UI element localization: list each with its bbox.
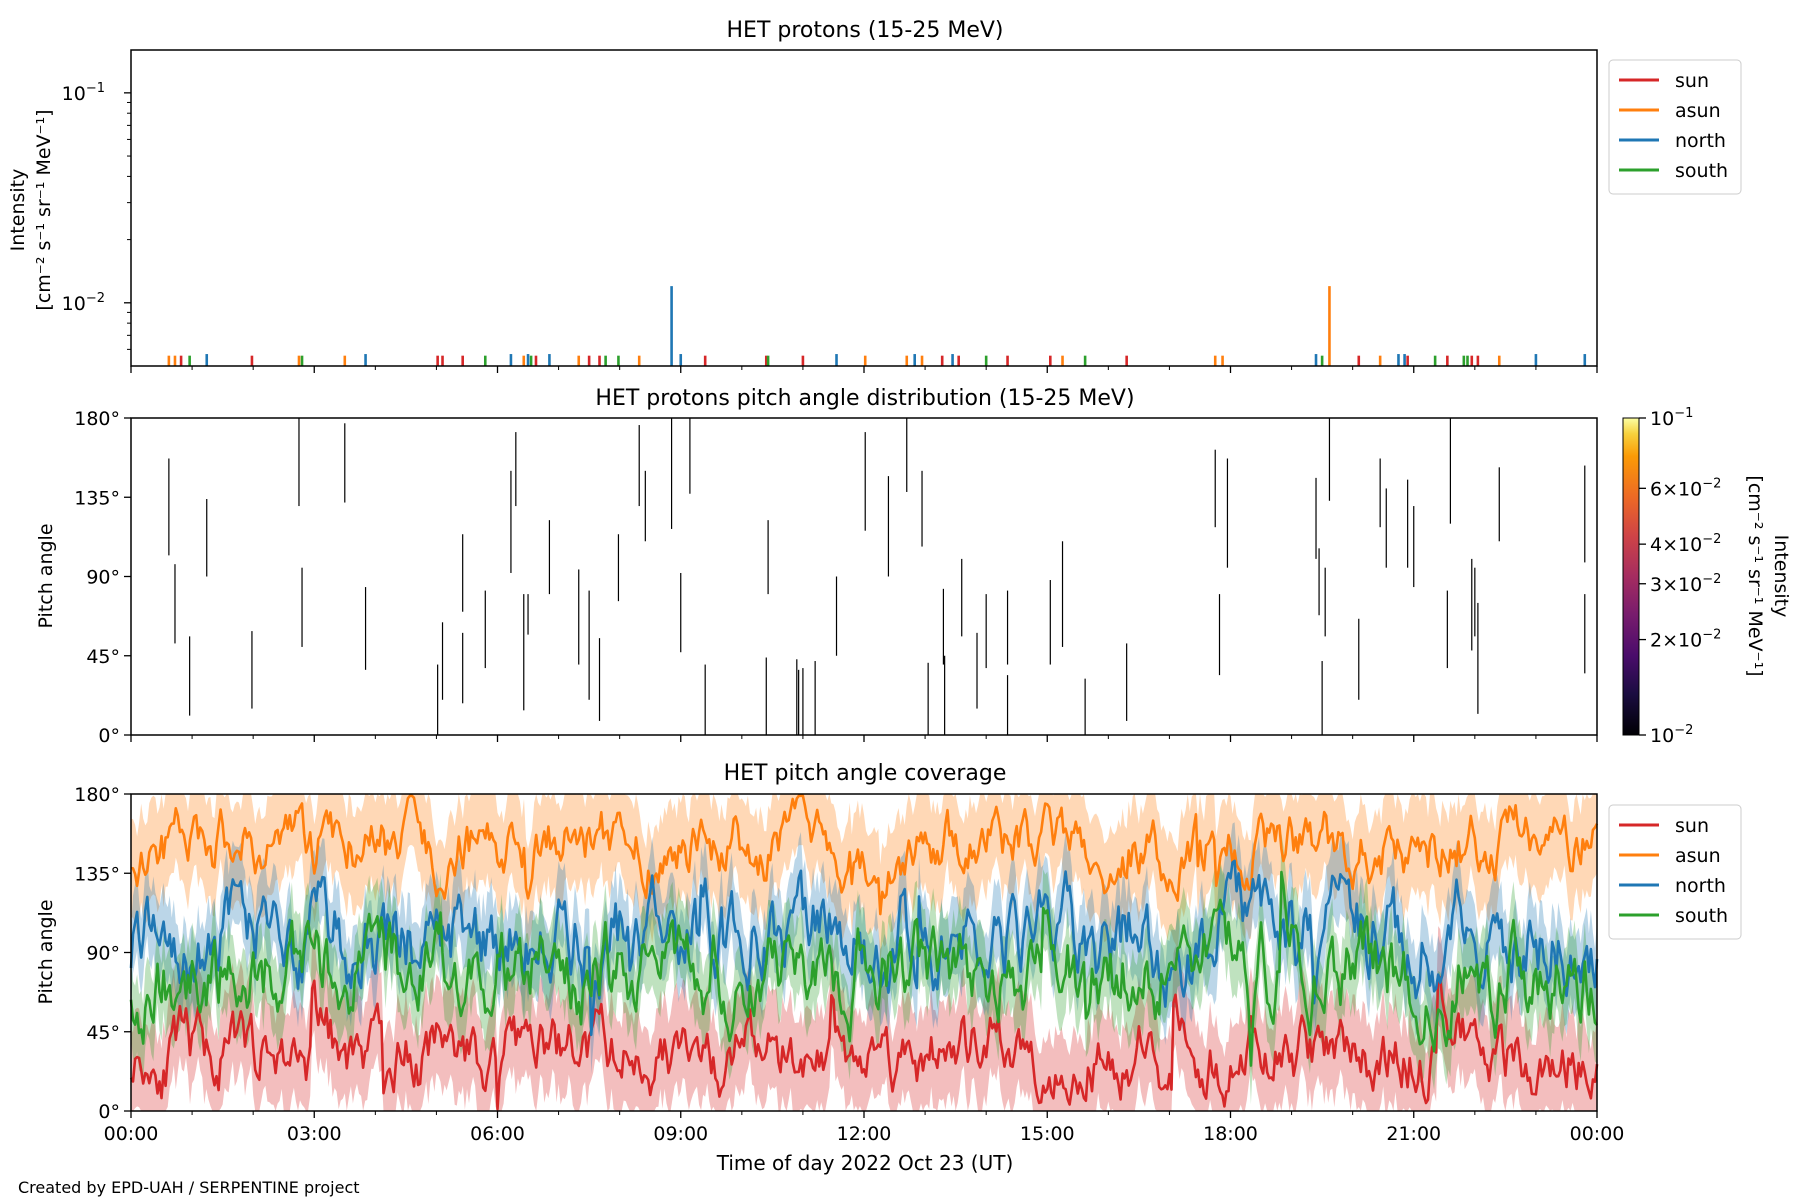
y-tick-label: 135° [74, 487, 120, 509]
panel2-yticks: 0° 45° 90° 135° 180° [74, 408, 131, 747]
colorbar-tick-label: 10−2 [1650, 723, 1693, 747]
panel2-xticks [130, 735, 1598, 742]
legend-label-south: south [1675, 905, 1728, 927]
coverage-line-south [129, 870, 1598, 1067]
panel3-title: HET pitch angle coverage [724, 761, 1007, 786]
panel-pitch-coverage: HET pitch angle coverage Pitch angle 0° 4… [35, 761, 1742, 1145]
legend-frame [1608, 804, 1742, 940]
panel3-xticks: 00:00 03:00 06:00 09:00 12:00 15:00 18:00 21:00… [104, 1111, 1625, 1145]
colorbar-tick-label: 3×10−2 [1650, 572, 1721, 596]
coverage-line-asun [130, 794, 1599, 916]
panel3-legend: sun asun north south [1608, 804, 1742, 940]
legend-label-sun: sun [1675, 70, 1709, 92]
coverage-band-sun [131, 926, 1597, 1111]
colorbar-tick-label: 2×10−2 [1650, 628, 1721, 652]
coverage-line-north [129, 859, 1599, 1037]
y-tick-label: 90° [86, 567, 120, 589]
colorbar-tick-label: 10−1 [1650, 406, 1693, 430]
y-tick-label: 10−1 [62, 81, 105, 105]
y-tick-label: 10−2 [62, 291, 105, 315]
legend-label-sun: sun [1675, 815, 1709, 837]
panel1-title: HET protons (15-25 MeV) [727, 18, 1004, 43]
panel1-legend: sun asun north south [1608, 59, 1742, 195]
panel1-ylabel-line2: [cm⁻² s⁻¹ sr⁻¹ MeV⁻¹] [33, 109, 55, 310]
legend-label-asun: asun [1675, 100, 1721, 122]
coverage-band-south [131, 833, 1597, 1105]
panel1-frame [130, 49, 1598, 367]
credit-text: Created by EPD-UAH / SERPENTINE project [18, 1178, 360, 1197]
x-axis-label: Time of day 2022 Oct 23 (UT) [716, 1151, 1014, 1175]
panel3-ylabel: Pitch angle [35, 899, 57, 1004]
panel3-yticks: 0° 45° 90° 135° 180° [74, 784, 131, 1123]
y-tick-label: 0° [98, 1101, 120, 1123]
colorbar-tick-label: 4×10−2 [1650, 532, 1721, 556]
y-tick-label: 180° [74, 784, 120, 806]
coverage-line-sun [129, 974, 1599, 1111]
panel-intensity: HET protons (15-25 MeV) Intensity [cm⁻² … [7, 18, 1742, 373]
y-tick-label: 135° [74, 863, 120, 885]
legend-label-north: north [1675, 130, 1726, 152]
x-tick-label: 03:00 [287, 1123, 342, 1145]
legend-label-asun: asun [1675, 845, 1721, 867]
colorbar-label-line1: Intensity [1770, 535, 1792, 618]
x-tick-label: 12:00 [837, 1123, 892, 1145]
coverage-band-asun [131, 794, 1597, 964]
panel1-xticks [130, 366, 1598, 373]
panel2-title: HET protons pitch angle distribution (15… [595, 386, 1134, 411]
colorbar [1622, 417, 1640, 736]
y-tick-label: 90° [86, 943, 120, 965]
legend-label-north: north [1675, 875, 1726, 897]
colorbar-label-line2: [cm⁻² s⁻¹ sr⁻¹ MeV⁻¹] [1744, 475, 1766, 676]
x-tick-label: 00:00 [104, 1123, 159, 1145]
legend-label-south: south [1675, 160, 1728, 182]
x-tick-label: 21:00 [1386, 1123, 1441, 1145]
x-tick-label: 06:00 [470, 1123, 525, 1145]
panel1-yticks: 10−2 10−1 [62, 81, 131, 350]
panel2-ylabel: Pitch angle [35, 523, 57, 628]
x-tick-label: 09:00 [653, 1123, 708, 1145]
panel-pitch-distribution: HET protons pitch angle distribution (15… [35, 386, 1792, 747]
panel2-frame [130, 417, 1598, 736]
x-tick-label: 15:00 [1020, 1123, 1075, 1145]
x-tick-label: 18:00 [1203, 1123, 1258, 1145]
colorbar-tick-label: 6×10−2 [1650, 476, 1721, 500]
panel1-ylabel-line1: Intensity [7, 169, 29, 252]
colorbar-ticks: 10−1 6×10−2 4×10−2 3×10−2 2×10−2 10−2 [1639, 406, 1721, 747]
panel1-plot-area [167, 286, 1587, 366]
y-tick-label: 45° [86, 646, 120, 668]
y-tick-label: 0° [98, 725, 120, 747]
y-tick-label: 180° [74, 408, 120, 430]
legend-frame [1608, 59, 1742, 195]
y-tick-label: 45° [86, 1022, 120, 1044]
panel3-plot-area [129, 794, 1599, 1111]
x-tick-label: 00:00 [1570, 1123, 1625, 1145]
panel2-plot-area [168, 418, 1586, 735]
